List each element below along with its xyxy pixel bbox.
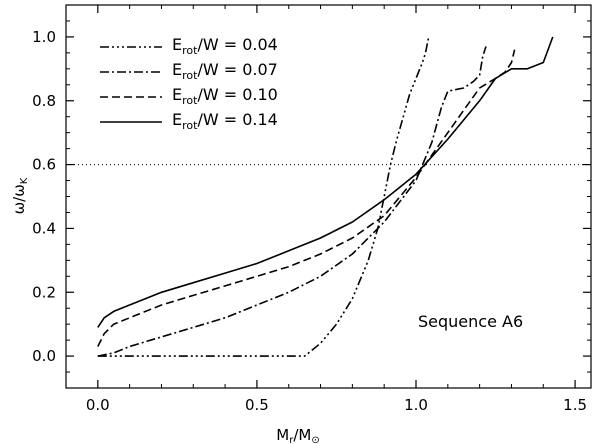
axis-ticks: 0.0 0.5 1.0 1.5 0.0 0.2 0.4 0.6 0.8 1.0 xyxy=(32,4,591,414)
y-tick-label: 0.2 xyxy=(32,283,56,301)
y-tick-label: 0.8 xyxy=(32,92,56,110)
y-axis-title: ω/ωK xyxy=(10,177,30,214)
series-line-1 xyxy=(97,36,430,357)
x-tick-label: 1.0 xyxy=(404,396,428,414)
series-line-4 xyxy=(97,36,554,328)
x-axis-title: Mr/M⊙ xyxy=(276,426,319,444)
y-tick-label: 0.0 xyxy=(32,347,56,365)
sequence-annotation: Sequence A6 xyxy=(418,312,523,331)
x-tick-label: 0.0 xyxy=(86,396,110,414)
y-tick-label: 0.6 xyxy=(32,156,56,174)
legend-label-2: Erot/W = 0.07 xyxy=(172,60,278,82)
x-tick-label: 1.5 xyxy=(563,396,587,414)
x-tick-label: 0.5 xyxy=(245,396,269,414)
y-tick-label: 1.0 xyxy=(32,28,56,46)
legend-label-3: Erot/W = 0.10 xyxy=(172,85,278,107)
series-line-2 xyxy=(97,46,487,357)
legend-label-4: Erot/W = 0.14 xyxy=(172,110,278,132)
legend-label-1: Erot/W = 0.04 xyxy=(172,35,278,57)
series-layer xyxy=(97,36,554,357)
y-tick-label: 0.4 xyxy=(32,219,56,237)
series-line-3 xyxy=(97,49,516,347)
legend: Erot/W = 0.04 Erot/W = 0.07 Erot/W = 0.10 E… xyxy=(100,35,278,132)
